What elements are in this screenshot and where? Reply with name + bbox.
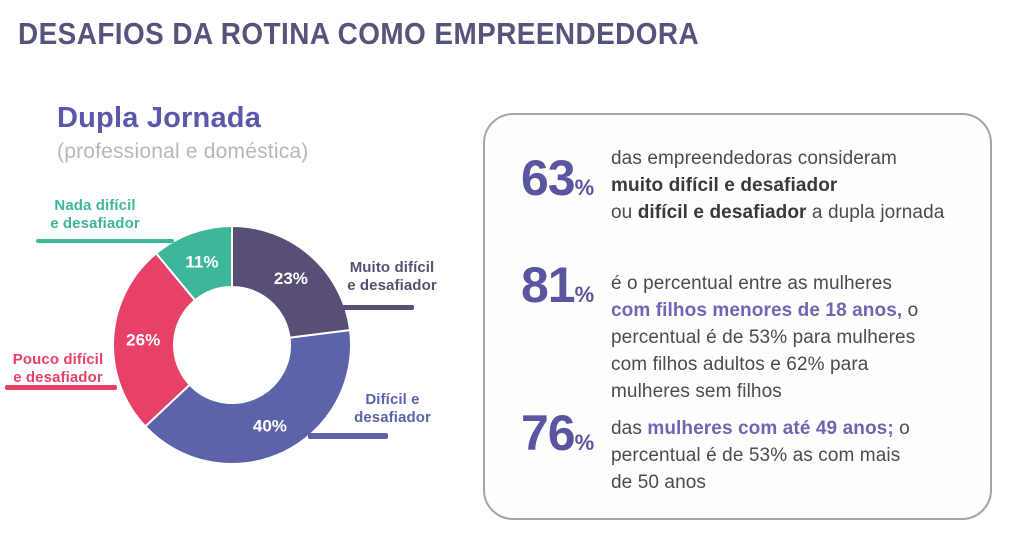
stat-value: 63 <box>521 150 576 206</box>
stat-text-76: das mulheres com até 49 anos; o percentu… <box>611 415 967 496</box>
text-span: o percentual é de 53% as com mais de 50 … <box>611 418 910 493</box>
leader-line-dificil <box>308 433 388 439</box>
donut-chart: 23% 40% 26% 11% <box>112 225 352 465</box>
percent-sign: % <box>574 175 595 200</box>
text-span: mulheres com até 49 anos; <box>647 418 894 439</box>
text-span: o percentual é de 53% para mulheres com … <box>611 300 919 402</box>
stat-row-63: 63% das empreendedoras consideram muito … <box>521 145 967 226</box>
donut-segment-4 <box>155 225 233 302</box>
chart-subtitle: (professional e doméstica) <box>57 140 309 163</box>
label-muito-dificil: Muito difícil e desafiador <box>347 259 437 294</box>
donut-segment-value: 26% <box>126 330 160 349</box>
text-span: é o percentual entre as mulheres <box>611 273 892 294</box>
stat-text-63: das empreendedoras consideram muito difí… <box>611 145 967 226</box>
label-dificil: Difícil e desafiador <box>354 391 431 426</box>
stat-value: 81 <box>521 257 576 313</box>
text-span: das empreendedoras consideram <box>611 148 897 169</box>
donut-segment-2 <box>144 329 352 465</box>
text-span: das <box>611 418 648 439</box>
donut-segment-value: 40% <box>253 416 287 435</box>
text-span: com filhos menores de 18 anos, <box>611 300 903 321</box>
stat-number-76: 76% <box>521 408 611 496</box>
percent-sign: % <box>574 430 595 455</box>
label-nada-dificil: Nada difícil e desafiador <box>50 197 140 232</box>
stats-panel: 63% das empreendedoras consideram muito … <box>483 113 992 520</box>
leader-line-muito <box>337 305 414 310</box>
donut-segment-value: 11% <box>185 252 218 271</box>
text-span: a dupla jornada <box>806 202 945 223</box>
stat-value: 76 <box>521 405 576 461</box>
stat-number-63: 63% <box>521 153 611 226</box>
donut-segment-1 <box>231 225 352 339</box>
chart-title: Dupla Jornada <box>57 102 262 134</box>
percent-sign: % <box>574 282 595 307</box>
donut-segment-value: 23% <box>274 269 308 288</box>
stat-number-81: 81% <box>521 260 611 405</box>
text-span: ou <box>611 202 638 223</box>
stat-text-81: é o percentual entre as mulheres com fil… <box>611 270 967 405</box>
stat-row-76: 76% das mulheres com até 49 anos; o perc… <box>521 408 967 496</box>
page-title: DESAFIOS DA ROTINA COMO EMPREENDEDORA <box>18 16 700 51</box>
text-span: muito difícil e desafiador <box>611 175 838 196</box>
leader-line-pouco <box>5 385 117 390</box>
stat-row-81: 81% é o percentual entre as mulheres com… <box>521 260 967 405</box>
text-span: difícil e desafiador <box>637 202 807 223</box>
donut-segment-3 <box>112 252 197 428</box>
leader-line-nada <box>36 239 174 243</box>
label-pouco-dificil: Pouco difícil e desafiador <box>12 351 104 386</box>
